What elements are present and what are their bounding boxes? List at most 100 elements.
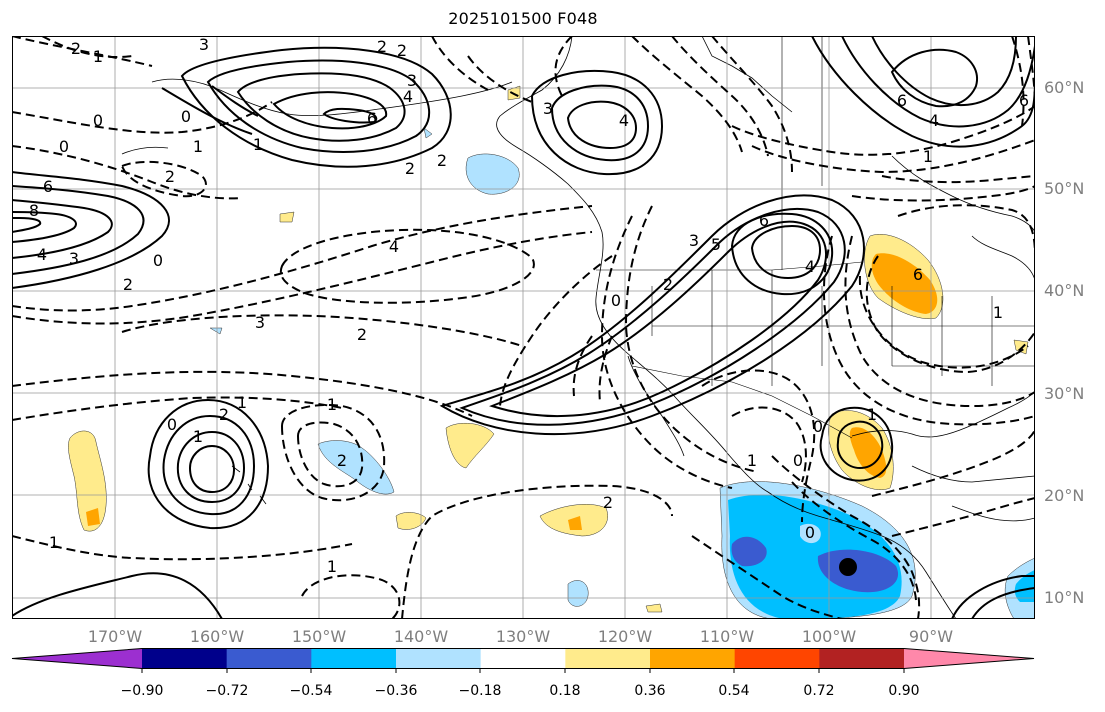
colorbar: [11, 648, 1035, 673]
neg-anomaly-region: [317, 440, 395, 495]
contour-label: 2: [603, 493, 613, 512]
pos-anomaly-region: [568, 516, 582, 530]
contour-label: 2: [405, 159, 415, 178]
map-panel: 2 2 1 3 2 3 6 4 3 4 6 6 4 1 0 0 0 1 2 2 …: [12, 36, 1035, 619]
neg-anomaly-region: [567, 580, 589, 607]
contour-label: 3: [255, 313, 265, 332]
contour-label: 2: [219, 405, 229, 424]
lon-label: 100°W: [801, 627, 857, 646]
contour-label: 3: [199, 36, 209, 54]
colorbar-ticks: [141, 668, 905, 673]
contour-label: 1: [49, 533, 59, 552]
contour-label: 1: [253, 135, 263, 154]
contour-label: 4: [403, 87, 413, 106]
contour-label: 6: [759, 211, 769, 230]
lon-label: 160°W: [189, 627, 245, 646]
lat-label: 30°N: [1044, 384, 1085, 403]
neg-anomaly-region: [1014, 570, 1035, 602]
pos-anomaly-region: [395, 512, 427, 530]
contour-label: 2: [165, 167, 175, 186]
contour-label: 0: [181, 107, 191, 126]
contour-label: 1: [193, 137, 203, 156]
contour-label: 0: [611, 291, 621, 310]
colorbar-swatch: [734, 648, 820, 669]
contour-label: 2: [357, 325, 367, 344]
colorbar-swatch: [819, 648, 905, 669]
colorbar-swatch: [142, 648, 228, 669]
contour-label: 2: [123, 275, 133, 294]
coastlines: [121, 36, 1035, 619]
colorbar-swatch: [565, 648, 651, 669]
colorbar-swatch: [650, 648, 736, 669]
colorbar-tick-label: 0.36: [634, 683, 666, 699]
lat-label: 20°N: [1044, 486, 1085, 505]
contour-label: 3: [689, 231, 699, 250]
contour-label: 6: [913, 265, 923, 284]
neg-anomaly-region: [731, 536, 767, 567]
contour-label: 0: [813, 417, 823, 436]
lat-label: 40°N: [1044, 281, 1085, 300]
contour-label: 3: [69, 249, 79, 268]
colorbar-tick-label: −0.18: [458, 683, 502, 699]
colorbar-swatches: [12, 648, 1034, 669]
colorbar-tick-label: 0.18: [549, 683, 581, 699]
contour-label: 1: [93, 47, 103, 66]
contour-label: 4: [389, 237, 399, 256]
contour-label: 5: [711, 235, 721, 254]
pos-anomaly-region: [86, 508, 100, 526]
neg-anomaly-region: [817, 549, 899, 593]
pos-anomaly-region: [445, 422, 495, 469]
lon-label: 120°W: [597, 627, 653, 646]
storm-center-marker: [839, 558, 857, 576]
contour-label: 2: [663, 275, 673, 294]
lon-label: 130°W: [495, 627, 551, 646]
contour-label: 4: [805, 257, 815, 276]
colorbar-swatch: [480, 648, 566, 669]
contour-label: 1: [193, 427, 203, 446]
lat-label: 50°N: [1044, 179, 1085, 198]
contour-label: 6: [897, 91, 907, 110]
contour-label: 3: [543, 99, 553, 118]
colorbar-tick-label: 0.90: [888, 683, 920, 699]
contour-label: 6: [1019, 91, 1029, 110]
pos-anomaly-region: [1013, 339, 1029, 355]
colorbar-tick-label: −0.54: [289, 683, 333, 699]
neg-anomaly-region: [209, 327, 223, 335]
contour-label: 1: [923, 147, 933, 166]
country-borders: [596, 36, 1035, 439]
pos-anomaly-region: [871, 253, 938, 314]
shaded-anomalies: [68, 85, 1035, 619]
colorbar-tick-label: −0.90: [120, 683, 164, 699]
colorbar-tick-label: −0.36: [374, 683, 418, 699]
contour-label: 4: [37, 245, 47, 264]
contour-label: 0: [93, 111, 103, 130]
contour-label: 0: [167, 415, 177, 434]
neg-anomaly-region: [465, 153, 520, 195]
lon-label: 140°W: [393, 627, 449, 646]
contour-label: 1: [747, 451, 757, 470]
neg-anomaly-region: [423, 127, 433, 139]
colorbar-tick-label: −0.72: [205, 683, 249, 699]
contour-label: 0: [153, 251, 163, 270]
positive-contours: [12, 36, 1035, 619]
colorbar-tick-label: 0.54: [718, 683, 750, 699]
contour-label: 1: [237, 393, 247, 412]
contour-label: 2: [337, 451, 347, 470]
contour-label: 4: [929, 111, 939, 130]
contour-label: 6: [367, 109, 377, 128]
contour-label: 0: [805, 523, 815, 542]
colorbar-swatch: [12, 648, 142, 669]
contour-label: 6: [43, 177, 53, 196]
contour-label: 2: [377, 37, 387, 56]
pos-anomaly-region: [279, 211, 295, 223]
colorbar-swatch: [226, 648, 312, 669]
contour-label: 1: [993, 303, 1003, 322]
pos-anomaly-region: [645, 603, 663, 613]
contour-label: 8: [29, 201, 39, 220]
lon-label: 110°W: [699, 627, 755, 646]
lat-label: 60°N: [1044, 78, 1085, 97]
lon-label: 150°W: [291, 627, 347, 646]
contour-label: 1: [327, 557, 337, 576]
lon-label: 170°W: [87, 627, 143, 646]
map-title: 2025101500 F048: [448, 9, 598, 28]
